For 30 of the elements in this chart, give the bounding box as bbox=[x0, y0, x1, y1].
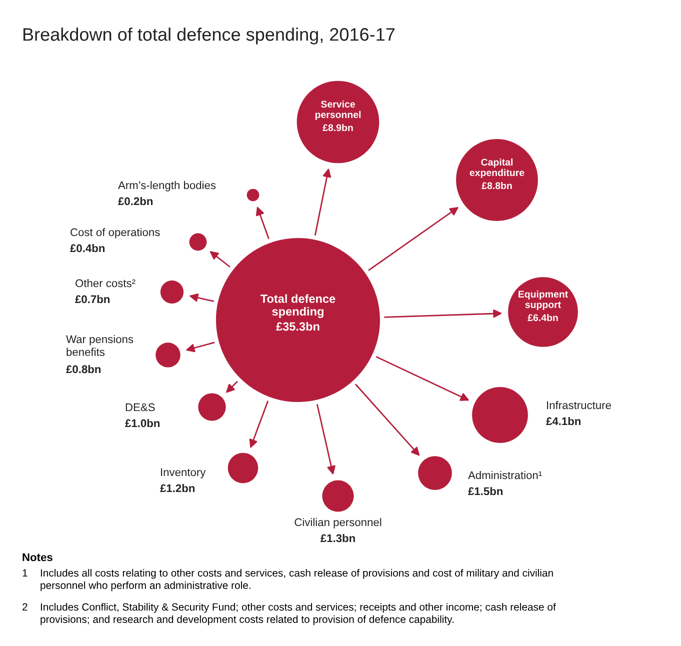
category-label: Administration¹ bbox=[468, 471, 542, 480]
data-label: £1.3bn bbox=[320, 534, 355, 542]
category-label: Infrastructure bbox=[547, 401, 611, 410]
text: Breakdown of total defence spending, 2016-17 bbox=[23, 28, 395, 44]
category-label: Other costs² bbox=[76, 279, 136, 288]
category-label: Arm’s-length bodies bbox=[118, 181, 216, 192]
data-label: £8.9bn bbox=[322, 124, 353, 132]
text: 1 Includes all costs relating to other costs and services, cash release of provisions and cost of military and civilian personnel who perform an administrative role. bbox=[22, 569, 553, 592]
data-label: £0.8bn bbox=[66, 365, 101, 374]
category-label: Equipment support bbox=[518, 290, 568, 310]
data-label: £8.8bn bbox=[482, 182, 512, 190]
category-label: Civilian personnel bbox=[294, 518, 382, 528]
category-label: Cost of operations bbox=[70, 228, 160, 238]
data-label: £0.7bn bbox=[75, 295, 110, 304]
category-label: Capital expenditure bbox=[470, 158, 524, 178]
data-label: £0.4bn bbox=[70, 244, 105, 252]
data-label: £35.3bn bbox=[276, 322, 320, 331]
data-label: £1.0bn bbox=[125, 419, 160, 428]
category-label: Service personnel bbox=[315, 100, 361, 120]
text: 2 Includes Conflict, Stability & Security Fund; other costs and services; receipts and other income; cash release of provisions; and research and development costs related to provision of defence capability. bbox=[22, 603, 556, 626]
category-label: War pensions benefits bbox=[66, 335, 134, 356]
data-label: £0.2bn bbox=[118, 197, 153, 206]
data-label: £6.4bn bbox=[528, 314, 558, 322]
data-label: £1.5bn bbox=[468, 487, 503, 496]
category-label: Inventory bbox=[161, 468, 206, 478]
text: Notes bbox=[22, 553, 52, 562]
data-label: £1.2bn bbox=[160, 484, 195, 492]
category-label: DE&S bbox=[126, 403, 155, 412]
data-label: £4.1bn bbox=[546, 417, 581, 426]
category-label: Total defence spending bbox=[260, 294, 336, 318]
